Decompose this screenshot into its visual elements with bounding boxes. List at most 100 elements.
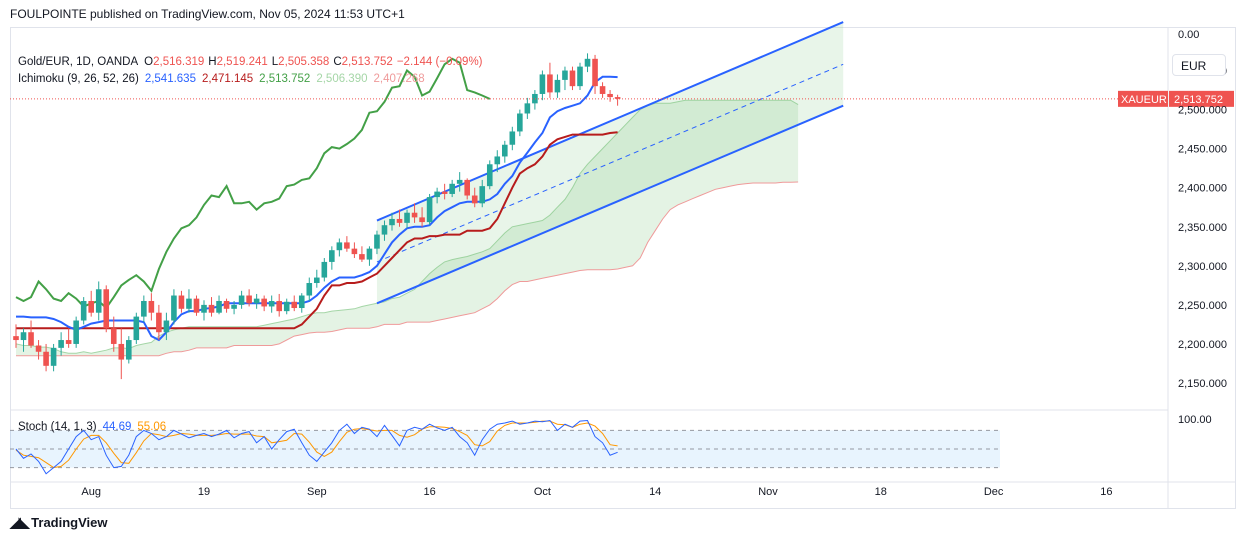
- candle-body: [253, 298, 260, 304]
- publish-header: FOULPOINTE published on TradingView.com,…: [10, 7, 405, 21]
- y-tick-label: 2,200.000: [1178, 339, 1227, 351]
- candle-body: [58, 340, 64, 348]
- y-tick-label: 0.00: [1178, 29, 1199, 41]
- candle-body: [43, 351, 49, 366]
- senkou-b-line: [16, 181, 799, 357]
- x-tick-label: Nov: [758, 486, 778, 498]
- y-tick-label: 2,150.000: [1178, 378, 1227, 390]
- candle-body: [65, 340, 72, 344]
- legend-h-label: H: [208, 56, 217, 68]
- candle-body: [163, 320, 170, 333]
- ichi-leadB-value: 2,407.268: [373, 73, 425, 85]
- candle-body: [471, 195, 478, 204]
- x-tick-label: 16: [423, 486, 435, 498]
- symbol-tag-text: XAUEUR: [1121, 94, 1167, 106]
- candle-body: [126, 340, 132, 360]
- legend-l-label: L: [271, 56, 279, 68]
- legend-ichimoku: Ichimoku (9, 26, 52, 26) 2,541.635 2,471.1…: [18, 73, 431, 85]
- candle-body: [502, 144, 508, 157]
- candle-body: [539, 74, 546, 94]
- candle-body: [366, 248, 373, 260]
- ichi-base-value: 2,471.145: [201, 73, 254, 85]
- candle-body: [118, 343, 125, 360]
- candle-body: [261, 298, 267, 307]
- tv-icon: ◢◣: [10, 514, 29, 530]
- legend-ohlc: Gold/EUR, 1D, OANDA O2,516.319 H2,519.241 L…: [18, 56, 489, 68]
- ichimoku-lines: [15, 57, 618, 342]
- candle-body: [464, 179, 470, 196]
- legend-c-label: C: [333, 56, 342, 68]
- y-tick-label: 2,500.000: [1178, 105, 1227, 117]
- candle-body: [426, 197, 433, 223]
- x-tick-label: Sep: [307, 486, 327, 498]
- y-tick-label: 2,450.000: [1178, 144, 1227, 156]
- candle-body: [238, 295, 245, 305]
- candle-body: [479, 186, 486, 204]
- candle-body: [208, 304, 215, 313]
- candle-body: [73, 320, 79, 344]
- candle-body: [374, 234, 380, 249]
- candle-body: [133, 316, 140, 341]
- candle-body: [223, 300, 230, 309]
- candle-body: [456, 179, 463, 184]
- price-axis: 0.002,550.0002,500.0002,450.0002,400.000…: [1178, 29, 1227, 426]
- time-axis: Aug 19 Sep 16 Oct 14 Nov 18 Dec 16: [81, 486, 1112, 498]
- candle-body: [517, 113, 523, 132]
- grid: [10, 28, 1236, 508]
- candle-body: [20, 332, 27, 341]
- candle-body: [614, 97, 621, 99]
- x-tick-label: 14: [649, 486, 661, 498]
- candle-body: [494, 156, 501, 165]
- candle-body: [216, 300, 222, 313]
- candle-body: [381, 225, 388, 235]
- candle-body: [592, 58, 598, 87]
- candle-body: [599, 86, 606, 94]
- candle-body: [351, 248, 358, 255]
- ichi-leadA-value: 2,506.390: [316, 73, 368, 85]
- legend-high: 2,519.241: [216, 56, 268, 68]
- candle-body: [291, 301, 298, 309]
- channel-lower: [376, 104, 844, 305]
- stoch-k-value: 44.69: [102, 421, 132, 433]
- legend-close: 2,513.752: [341, 56, 393, 68]
- ichimoku-label: Ichimoku (9, 26, 52, 26): [18, 73, 139, 85]
- candle-body: [314, 277, 320, 284]
- legend-change: −2.144 (−0.09%): [396, 56, 483, 68]
- candle-body: [103, 289, 110, 329]
- candle-body: [336, 242, 343, 251]
- candle-body: [396, 218, 403, 223]
- cloud-fill: [16, 100, 799, 356]
- candle-body: [148, 300, 155, 313]
- candle-body: [344, 242, 350, 249]
- symbol-tag: [1118, 90, 1168, 107]
- candle-body: [562, 70, 568, 80]
- candle-body: [28, 332, 34, 346]
- candle-body: [389, 218, 395, 226]
- candle-body: [411, 212, 418, 218]
- stoch-d-value: 55.06: [137, 421, 167, 433]
- candle-body: [419, 217, 425, 223]
- legend-open: 2,516.319: [153, 56, 205, 68]
- y-tick-label: 2,250.000: [1178, 300, 1227, 312]
- candle-body: [298, 295, 305, 309]
- currency-button[interactable]: EUR: [1172, 54, 1226, 76]
- candle-body: [584, 58, 591, 67]
- x-tick-label: 18: [875, 486, 887, 498]
- candle-body: [434, 191, 440, 198]
- candle-body: [268, 300, 275, 307]
- candle-body: [141, 300, 147, 317]
- candle-body: [110, 328, 117, 344]
- candle-body: [554, 79, 561, 93]
- candle-body: [13, 336, 19, 341]
- candle-body: [532, 93, 538, 104]
- candle-body: [329, 250, 335, 262]
- candle-body: [306, 283, 313, 296]
- candle-body: [50, 347, 57, 366]
- ichi-lagging-value: 2,513.752: [259, 73, 311, 85]
- candle-body: [607, 93, 613, 98]
- x-tick-label: Aug: [81, 486, 101, 498]
- stochastic-pane: [10, 419, 1000, 475]
- candle-body: [35, 345, 42, 352]
- candle-body: [283, 301, 290, 312]
